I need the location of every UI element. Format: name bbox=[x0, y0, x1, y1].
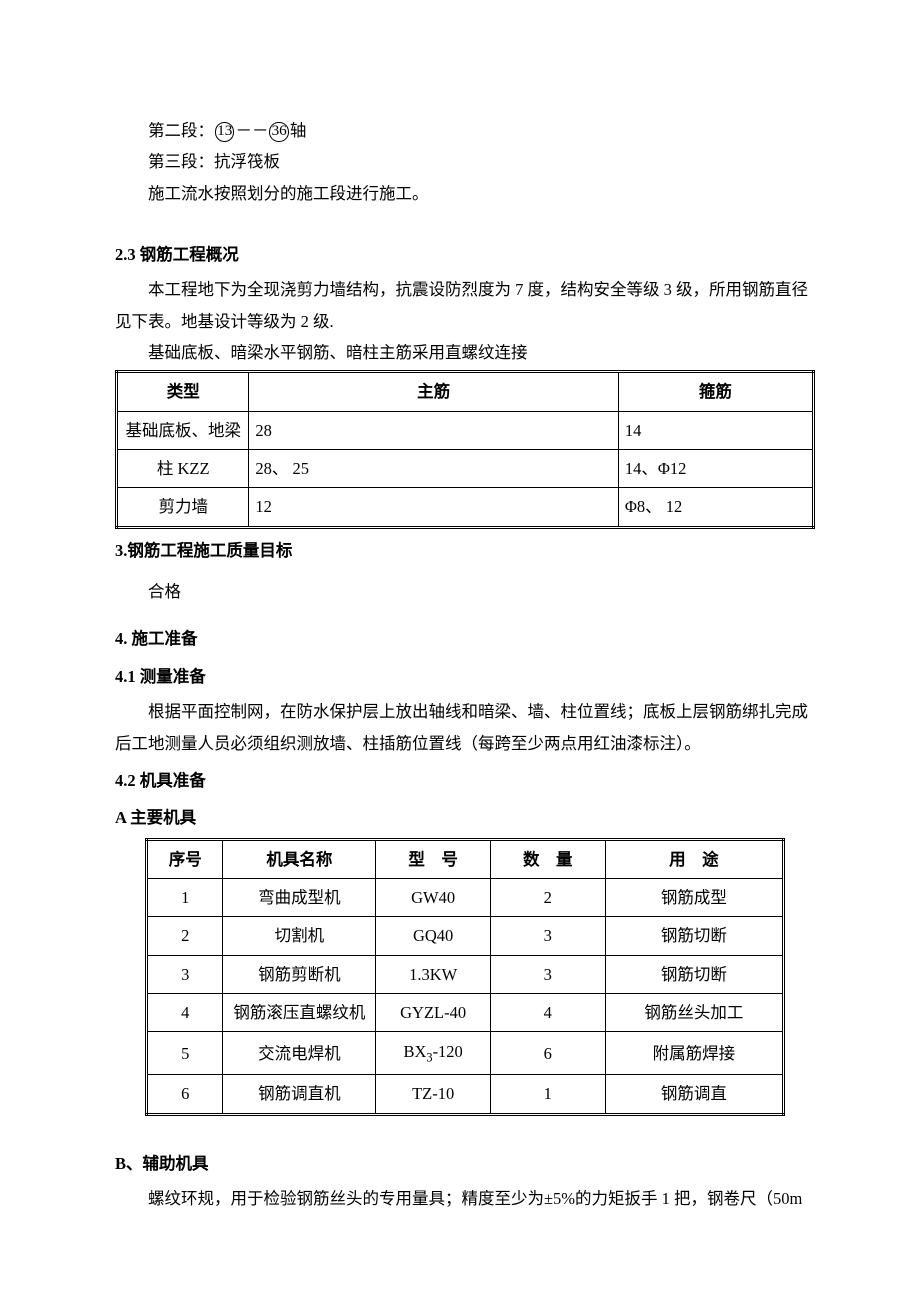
equipment-table: 序号 机具名称 型 号 数 量 用 途 1 弯曲成型机 GW40 2 钢筋成型 … bbox=[145, 838, 785, 1116]
sec41-p: 根据平面控制网，在防水保护层上放出轴线和暗梁、墙、柱位置线；底板上层钢筋绑扎完成… bbox=[115, 696, 815, 759]
intro-line-2: 第三段：抗浮筏板 bbox=[148, 146, 815, 177]
cell: 1 bbox=[490, 1075, 605, 1114]
heading-4-2-a: A 主要机具 bbox=[115, 802, 815, 833]
col-type: 类型 bbox=[117, 372, 249, 411]
cell: 附属筋焊接 bbox=[605, 1032, 783, 1075]
cell: 4 bbox=[147, 993, 223, 1031]
cell: 钢筋调直机 bbox=[223, 1075, 376, 1114]
cell-model-bx3: BX3-120 bbox=[376, 1032, 491, 1075]
axis-sep: －－ bbox=[235, 121, 268, 140]
cell: TZ-10 bbox=[376, 1075, 491, 1114]
heading-3: 3.钢筋工程施工质量目标 bbox=[115, 535, 815, 566]
table-row: 2 切割机 GQ40 3 钢筋切断 bbox=[147, 917, 784, 955]
col-seq: 序号 bbox=[147, 839, 223, 878]
col-model: 型 号 bbox=[376, 839, 491, 878]
document-page: 第二段：13－－36轴 第三段：抗浮筏板 施工流水按照划分的施工段进行施工。 2… bbox=[0, 0, 920, 1302]
intro-line-1: 第二段：13－－36轴 bbox=[148, 115, 815, 146]
cell: 剪力墙 bbox=[117, 488, 249, 527]
rebar-spec-table: 类型 主筋 箍筋 基础底板、地梁 28 14 柱 KZZ 28、 25 14、Φ… bbox=[115, 370, 815, 528]
table-row: 6 钢筋调直机 TZ-10 1 钢筋调直 bbox=[147, 1075, 784, 1114]
cell: 3 bbox=[147, 955, 223, 993]
cell: 1.3KW bbox=[376, 955, 491, 993]
heading-4: 4. 施工准备 bbox=[115, 623, 815, 654]
cell: 钢筋滚压直螺纹机 bbox=[223, 993, 376, 1031]
circled-number-13: 13 bbox=[215, 122, 234, 141]
heading-b: B、辅助机具 bbox=[115, 1148, 815, 1179]
cell: 柱 KZZ bbox=[117, 450, 249, 488]
cell: 12 bbox=[249, 488, 618, 527]
cell: 钢筋调直 bbox=[605, 1075, 783, 1114]
heading-4-1: 4.1 测量准备 bbox=[115, 661, 815, 692]
heading-2-3: 2.3 钢筋工程概况 bbox=[115, 239, 815, 270]
cell: 3 bbox=[490, 917, 605, 955]
col-main-bar: 主筋 bbox=[249, 372, 618, 411]
cell: 5 bbox=[147, 1032, 223, 1075]
sec3-p: 合格 bbox=[115, 576, 815, 607]
col-use: 用 途 bbox=[605, 839, 783, 878]
col-name: 机具名称 bbox=[223, 839, 376, 878]
cell: 3 bbox=[490, 955, 605, 993]
cell: 弯曲成型机 bbox=[223, 878, 376, 916]
cell: 2 bbox=[490, 878, 605, 916]
cell: 钢筋切断 bbox=[605, 917, 783, 955]
cell: 2 bbox=[147, 917, 223, 955]
cell: 28 bbox=[249, 411, 618, 449]
table-row: 剪力墙 12 Φ8、 12 bbox=[117, 488, 814, 527]
table-row: 柱 KZZ 28、 25 14、Φ12 bbox=[117, 450, 814, 488]
table-row: 5 交流电焊机 BX3-120 6 附属筋焊接 bbox=[147, 1032, 784, 1075]
cell: 1 bbox=[147, 878, 223, 916]
col-qty: 数 量 bbox=[490, 839, 605, 878]
cell: 6 bbox=[490, 1032, 605, 1075]
table-row: 3 钢筋剪断机 1.3KW 3 钢筋切断 bbox=[147, 955, 784, 993]
cell: 钢筋成型 bbox=[605, 878, 783, 916]
table-row: 4 钢筋滚压直螺纹机 GYZL-40 4 钢筋丝头加工 bbox=[147, 993, 784, 1031]
table-row: 基础底板、地梁 28 14 bbox=[117, 411, 814, 449]
col-stirrup: 箍筋 bbox=[618, 372, 813, 411]
cell: GQ40 bbox=[376, 917, 491, 955]
intro-line-3: 施工流水按照划分的施工段进行施工。 bbox=[115, 178, 815, 209]
table-row: 1 弯曲成型机 GW40 2 钢筋成型 bbox=[147, 878, 784, 916]
secB-p: 螺纹环规，用于检验钢筋丝头的专用量具；精度至少为±5%的力矩扳手 1 把，钢卷尺… bbox=[115, 1183, 815, 1214]
cell: GW40 bbox=[376, 878, 491, 916]
heading-4-2: 4.2 机具准备 bbox=[115, 765, 815, 796]
cell: 14、Φ12 bbox=[618, 450, 813, 488]
table-header-row: 序号 机具名称 型 号 数 量 用 途 bbox=[147, 839, 784, 878]
line1-prefix: 第二段： bbox=[148, 121, 214, 140]
table-header-row: 类型 主筋 箍筋 bbox=[117, 372, 814, 411]
intro-block: 第二段：13－－36轴 第三段：抗浮筏板 bbox=[115, 115, 815, 178]
cell: 4 bbox=[490, 993, 605, 1031]
axis-suffix: 轴 bbox=[290, 121, 307, 140]
cell: 切割机 bbox=[223, 917, 376, 955]
sec23-p1: 本工程地下为全现浇剪力墙结构，抗震设防烈度为 7 度，结构安全等级 3 级，所用… bbox=[115, 274, 815, 337]
cell: 交流电焊机 bbox=[223, 1032, 376, 1075]
cell: 基础底板、地梁 bbox=[117, 411, 249, 449]
cell: 6 bbox=[147, 1075, 223, 1114]
cell: 钢筋剪断机 bbox=[223, 955, 376, 993]
cell: Φ8、 12 bbox=[618, 488, 813, 527]
cell: 钢筋切断 bbox=[605, 955, 783, 993]
sec23-p2: 基础底板、暗梁水平钢筋、暗柱主筋采用直螺纹连接 bbox=[115, 337, 815, 368]
cell: GYZL-40 bbox=[376, 993, 491, 1031]
cell: 14 bbox=[618, 411, 813, 449]
circled-number-36: 36 bbox=[269, 122, 288, 141]
model-pre: BX bbox=[403, 1042, 426, 1061]
cell: 28、 25 bbox=[249, 450, 618, 488]
model-post: -120 bbox=[433, 1042, 463, 1061]
cell: 钢筋丝头加工 bbox=[605, 993, 783, 1031]
